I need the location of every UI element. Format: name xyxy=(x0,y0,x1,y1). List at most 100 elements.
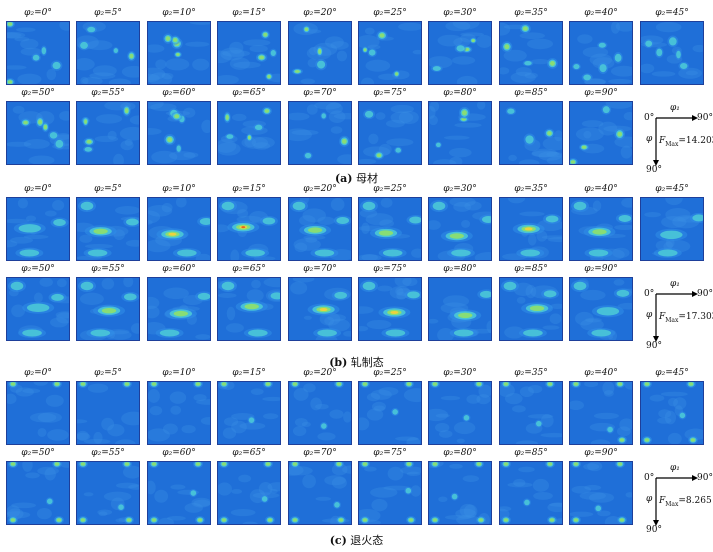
axis-arrows xyxy=(653,291,698,342)
section-label: φ₂=90° xyxy=(584,88,618,98)
odf-heatmap xyxy=(358,21,422,85)
odf-texture xyxy=(309,46,318,56)
odf-heatmap xyxy=(569,101,633,165)
intensity-blob xyxy=(660,230,683,240)
intensity-blob xyxy=(476,382,482,386)
odf-texture xyxy=(292,426,307,437)
odf-texture xyxy=(44,210,57,217)
odf-texture xyxy=(269,488,278,494)
intensity-blob xyxy=(688,382,694,386)
intensity-blob xyxy=(478,518,484,522)
odf-texture xyxy=(429,220,441,230)
odf-heatmap xyxy=(76,277,140,341)
odf-texture xyxy=(364,466,377,472)
odf-heatmap xyxy=(499,277,563,341)
odf-texture xyxy=(52,200,65,211)
odf-texture xyxy=(406,437,421,444)
intensity-blob xyxy=(317,60,326,69)
odf-texture xyxy=(585,317,602,323)
intensity-blob xyxy=(261,496,268,502)
section-label: φ₂=80° xyxy=(443,264,477,274)
odf-texture xyxy=(379,219,395,228)
intensity-blob xyxy=(7,80,13,84)
odf-heatmap xyxy=(147,197,211,261)
odf-heatmap xyxy=(217,197,281,261)
odf-texture xyxy=(664,410,677,425)
odf-texture xyxy=(518,159,540,164)
intensity-blob xyxy=(22,329,42,337)
intensity-blob xyxy=(482,215,491,223)
odf-texture xyxy=(7,31,26,39)
odf-texture xyxy=(603,390,614,397)
intensity-blob xyxy=(406,462,412,466)
intensity-blob xyxy=(573,201,587,211)
section-label: φ₂=10° xyxy=(162,184,196,194)
odf-texture xyxy=(121,411,139,426)
odf-texture xyxy=(302,208,326,223)
odf-texture xyxy=(657,417,672,424)
odf-texture xyxy=(201,119,210,134)
odf-texture xyxy=(370,487,398,498)
odf-texture xyxy=(602,382,615,395)
odf-texture xyxy=(580,289,606,301)
intensity-blob xyxy=(547,131,552,136)
intensity-blob xyxy=(405,487,412,494)
odf-texture xyxy=(169,391,187,404)
intensity-blob xyxy=(93,228,108,234)
odf-heatmap xyxy=(288,381,352,445)
odf-texture xyxy=(7,240,18,248)
odf-texture xyxy=(396,291,407,300)
odf-texture xyxy=(86,40,113,51)
odf-texture xyxy=(665,198,683,206)
section-label: φ₂=0° xyxy=(24,184,52,194)
odf-texture xyxy=(148,128,162,135)
odf-texture xyxy=(183,152,199,158)
intensity-blob xyxy=(254,124,263,131)
odf-texture xyxy=(616,426,631,437)
odf-texture xyxy=(527,414,554,419)
odf-texture xyxy=(366,319,392,330)
odf-texture xyxy=(500,67,510,75)
odf-texture xyxy=(333,112,351,120)
odf-heatmap xyxy=(288,461,352,525)
odf-texture xyxy=(655,22,682,33)
intensity-blob xyxy=(56,518,62,522)
section-label: φ₂=60° xyxy=(162,88,196,98)
odf-texture xyxy=(22,462,33,472)
odf-texture xyxy=(20,38,39,50)
odf-texture xyxy=(515,440,539,444)
odf-texture xyxy=(239,422,266,430)
odf-texture xyxy=(324,316,335,326)
odf-texture xyxy=(525,284,537,299)
odf-texture xyxy=(184,502,203,513)
intensity-blob xyxy=(221,382,227,386)
intensity-blob xyxy=(449,233,465,239)
odf-texture xyxy=(444,514,471,520)
odf-texture xyxy=(330,40,349,50)
odf-texture xyxy=(504,392,523,405)
odf-texture xyxy=(692,44,703,53)
odf-heatmap xyxy=(217,21,281,85)
odf-texture xyxy=(299,215,316,226)
odf-heatmap xyxy=(428,21,492,85)
odf-texture xyxy=(519,386,534,398)
odf-background xyxy=(570,382,632,444)
intensity-blob xyxy=(84,119,88,124)
axis-key: 0° φ₁ 90° φ 90° FMax=17.303 xyxy=(642,272,713,351)
odf-texture xyxy=(507,198,526,204)
section-label: φ₂=10° xyxy=(162,8,196,18)
intensity-blob xyxy=(451,493,458,500)
odf-heatmap xyxy=(6,101,70,165)
odf-texture xyxy=(148,102,164,110)
odf-texture xyxy=(665,208,691,222)
odf-texture xyxy=(218,224,230,233)
intensity-blob xyxy=(657,249,678,257)
odf-texture xyxy=(455,508,477,519)
odf-texture xyxy=(303,235,326,240)
odf-texture xyxy=(500,22,511,36)
intensity-blob xyxy=(195,382,201,386)
intensity-blob xyxy=(573,462,579,466)
odf-background xyxy=(7,382,69,444)
intensity-blob xyxy=(10,462,16,466)
intensity-blob xyxy=(458,312,473,319)
